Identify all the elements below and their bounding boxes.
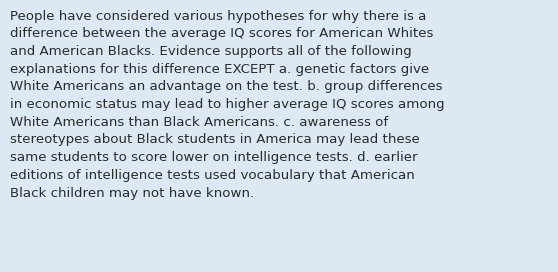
- Text: People have considered various hypotheses for why there is a
difference between : People have considered various hypothese…: [10, 10, 445, 200]
